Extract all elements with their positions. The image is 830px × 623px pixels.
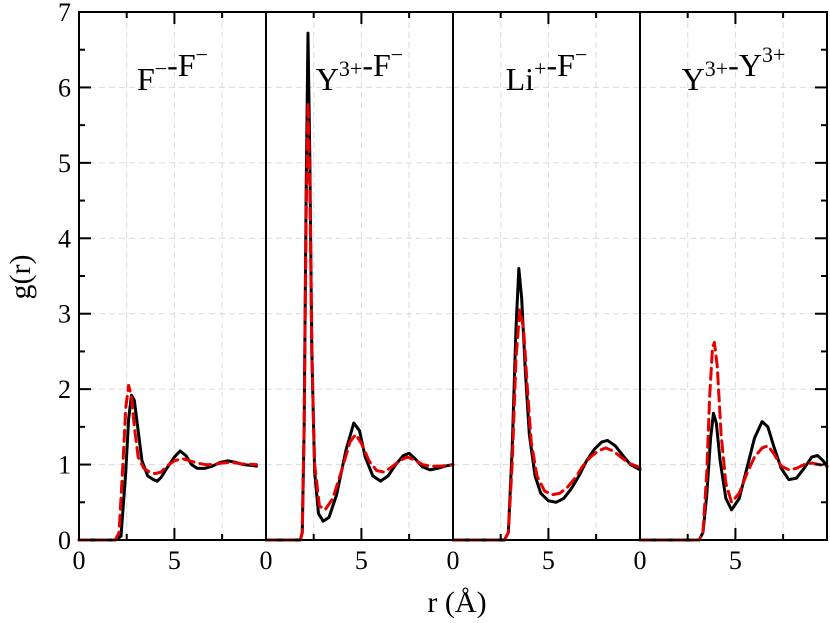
panel-title-layer: F−-F−Y3+-F−Li+-F−Y3+-Y3+ bbox=[137, 42, 785, 97]
x-axis-label: r (Å) bbox=[427, 586, 486, 619]
y-tick-label: 4 bbox=[58, 224, 71, 253]
panel-title: Y3+-F− bbox=[316, 42, 403, 97]
x-tick-label: 0 bbox=[260, 546, 273, 575]
series-line-solid bbox=[638, 411, 829, 542]
grid-layer bbox=[79, 12, 827, 540]
x-tick-label: 0 bbox=[447, 546, 460, 575]
y-axis-label: g(r) bbox=[4, 255, 37, 300]
panel-title-base: Y bbox=[316, 61, 339, 97]
panel-title-superscript: + bbox=[534, 56, 546, 81]
x-tick-label: 0 bbox=[73, 546, 86, 575]
panel-title-superscript: 3+ bbox=[762, 42, 785, 67]
y-tick-label: 5 bbox=[58, 149, 71, 178]
panel-title-base: Li bbox=[506, 61, 535, 97]
panel-title-base: -F bbox=[546, 47, 574, 83]
x-tick-label: 0 bbox=[634, 546, 647, 575]
y-tick-label: 6 bbox=[58, 73, 71, 102]
series-line-solid bbox=[451, 266, 642, 542]
panel-title: Y3+-Y3+ bbox=[682, 42, 786, 97]
tick-layer: 0 5 0 5 0 5 0 5 0 1 2 3 4 5 6 7 bbox=[58, 0, 827, 575]
y-tick-label: 2 bbox=[58, 375, 71, 404]
x-tick-label: 5 bbox=[542, 546, 555, 575]
series-line-dashed bbox=[264, 101, 455, 542]
panel-title-superscript: − bbox=[575, 42, 587, 67]
panel-title-superscript: 3+ bbox=[705, 56, 728, 81]
panel-title-base: Y bbox=[682, 61, 705, 97]
y-tick-label: 7 bbox=[58, 0, 71, 27]
series-line-dashed bbox=[638, 340, 829, 542]
y-tick-label: 1 bbox=[58, 451, 71, 480]
panel-title-superscript: − bbox=[196, 42, 208, 67]
panel-title: F−-F− bbox=[137, 42, 208, 97]
x-tick-label: 5 bbox=[729, 546, 742, 575]
panel-title: Li+-F− bbox=[506, 42, 588, 97]
y-tick-label: 3 bbox=[58, 300, 71, 329]
x-tick-label: 5 bbox=[355, 546, 368, 575]
panel-title-base: -Y bbox=[728, 47, 762, 83]
panel-title-superscript: − bbox=[391, 42, 403, 67]
series-line-dashed bbox=[451, 308, 642, 542]
series-layer bbox=[77, 31, 829, 542]
panel-title-base: F bbox=[137, 61, 155, 97]
panel-title-superscript: − bbox=[155, 56, 167, 81]
panel-title-base: -F bbox=[362, 47, 390, 83]
panel-title-superscript: 3+ bbox=[339, 56, 362, 81]
series-line-solid bbox=[77, 393, 258, 542]
y-tick-label: 0 bbox=[58, 526, 71, 555]
x-tick-label: 5 bbox=[168, 546, 181, 575]
series-line-dashed bbox=[77, 383, 258, 542]
panel-title-base: -F bbox=[167, 47, 195, 83]
